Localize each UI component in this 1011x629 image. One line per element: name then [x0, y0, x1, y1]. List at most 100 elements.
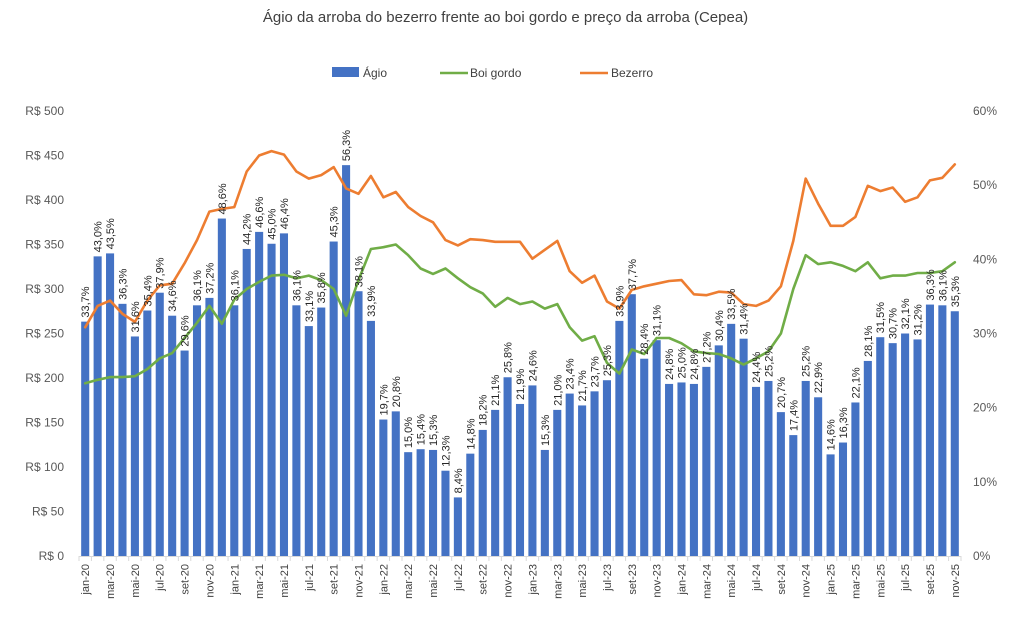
x-axis-tick-label: jul-20	[155, 564, 167, 592]
x-axis-tick-label: mar-24	[701, 564, 713, 599]
bar-agio	[230, 305, 239, 556]
bar-agio	[205, 297, 214, 556]
bar-agio	[366, 320, 375, 556]
bar-agio	[553, 409, 562, 556]
data-label: 35,3%	[950, 276, 962, 307]
x-axis-tick-label: jul-25	[900, 564, 912, 592]
bar-agio	[665, 383, 674, 556]
data-label: 21,7%	[577, 370, 589, 401]
data-label: 27,2%	[701, 331, 713, 362]
x-axis-tick-label: nov-23	[652, 564, 664, 598]
x-axis-tick-label: jan-21	[229, 564, 241, 596]
bar-agio	[478, 429, 487, 556]
right-axis-tick-label: 20%	[973, 401, 997, 415]
data-label: 36,1%	[229, 270, 241, 301]
data-label: 36,1%	[937, 270, 949, 301]
bezerro-line	[83, 149, 957, 329]
x-axis-tick-label: nov-24	[801, 564, 813, 598]
bar-agio	[130, 336, 139, 556]
data-label: 35,8%	[316, 272, 328, 303]
data-label: 25,2%	[801, 346, 813, 377]
bar-agio	[627, 294, 636, 556]
data-label: 31,2%	[913, 304, 925, 335]
legend-swatch-agio	[332, 67, 359, 77]
right-axis-tick-label: 10%	[973, 475, 997, 489]
bar-agio	[267, 243, 276, 556]
data-label: 36,1%	[291, 270, 303, 301]
bar-agio	[168, 315, 177, 556]
bar-agio	[776, 412, 785, 556]
data-label: 14,6%	[826, 419, 838, 450]
bar-agio	[602, 380, 611, 556]
data-label: 25,3%	[602, 345, 614, 376]
bar-agio	[876, 337, 885, 556]
bar-agio	[304, 326, 313, 556]
bar-agio	[180, 350, 189, 556]
bar-agio	[801, 380, 810, 556]
data-label: 36,3%	[925, 269, 937, 300]
data-label: 23,4%	[565, 358, 577, 389]
bar-agio	[640, 358, 649, 556]
x-axis-tick-label: mai-22	[428, 564, 440, 598]
x-axis-tick-label: mai-21	[279, 564, 291, 598]
data-label: 31,4%	[739, 303, 751, 334]
data-label: 46,4%	[279, 198, 291, 229]
x-axis-tick-label: nov-22	[503, 564, 515, 598]
x-axis-tick-label: jan-23	[527, 564, 539, 596]
x-axis-tick-label: mai-24	[726, 564, 738, 598]
x-axis-tick-label: jan-22	[378, 564, 390, 596]
left-axis-tick-label: R$ 450	[25, 149, 64, 163]
x-axis-tick-label: jul-22	[453, 564, 465, 592]
bar-agio	[429, 449, 438, 556]
x-axis-tick-label: jul-24	[751, 564, 763, 592]
bar-agio	[329, 241, 338, 557]
bar-agio	[354, 291, 363, 556]
bar-agio	[565, 393, 574, 556]
data-label: 36,3%	[117, 268, 129, 299]
data-label: 24,6%	[527, 350, 539, 381]
bar-agio	[466, 453, 475, 556]
bar-agio	[342, 165, 351, 556]
data-label: 15,3%	[540, 415, 552, 446]
data-label: 25,0%	[676, 347, 688, 378]
data-label: 32,1%	[900, 298, 912, 329]
data-label: 22,1%	[850, 367, 862, 398]
bar-agio	[851, 402, 860, 556]
right-axis-tick-label: 0%	[973, 549, 991, 563]
data-label: 21,1%	[490, 374, 502, 405]
data-label: 46,6%	[254, 196, 266, 227]
data-label: 12,3%	[440, 435, 452, 466]
left-axis-tick-label: R$ 350	[25, 238, 64, 252]
data-label: 33,7%	[80, 286, 92, 317]
data-label: 18,2%	[478, 395, 490, 426]
data-label: 24,8%	[689, 349, 701, 380]
data-label: 24,4%	[751, 351, 763, 382]
data-label: 16,3%	[838, 407, 850, 438]
data-label: 31,6%	[130, 301, 142, 332]
data-label: 38,1%	[354, 256, 366, 287]
right-axis-tick-label: 30%	[973, 327, 997, 341]
bar-agio	[515, 403, 525, 556]
data-label: 43,5%	[105, 218, 117, 249]
x-axis-tick-label: set-24	[776, 564, 788, 595]
data-label: 21,9%	[515, 369, 527, 400]
bar-agio	[379, 419, 388, 556]
bar-agio	[615, 320, 624, 556]
data-label: 20,8%	[391, 376, 403, 407]
left-axis-tick-label: R$ 400	[25, 193, 64, 207]
data-label: 44,2%	[242, 214, 254, 245]
x-axis-tick-label: mai-20	[130, 564, 142, 598]
bar-agio	[317, 307, 326, 556]
x-axis-tick-label: set-25	[925, 564, 937, 595]
bar-agio	[528, 385, 537, 556]
bar-agio	[416, 449, 425, 556]
x-axis-tick-label: mai-23	[577, 564, 589, 598]
bar-agio	[106, 253, 115, 556]
data-label: 34,6%	[167, 280, 179, 311]
data-label: 22,9%	[813, 362, 825, 393]
data-label: 37,7%	[627, 259, 639, 290]
bar-agio	[503, 377, 512, 556]
data-label: 14,8%	[465, 418, 477, 449]
x-axis-tick-label: nov-25	[950, 564, 962, 598]
